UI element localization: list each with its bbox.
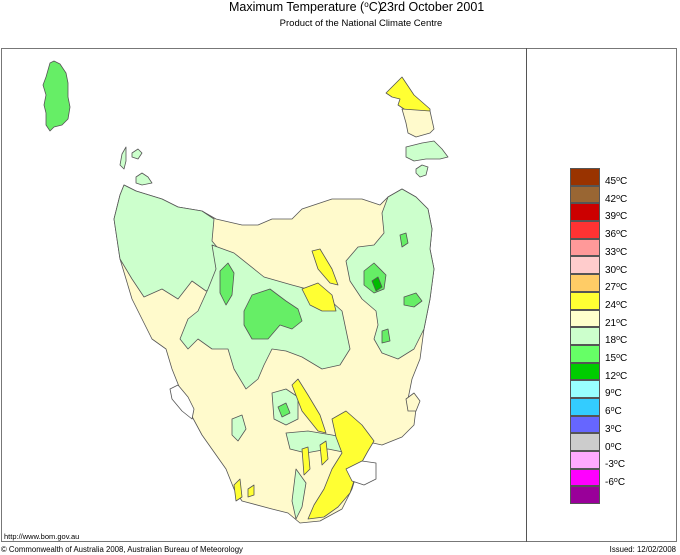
flinders-island-south (401, 108, 435, 138)
legend-swatch (570, 380, 600, 398)
map-title: Maximum Temperature (oC) 23rd October 20… (0, 0, 680, 16)
central-warm-patch-green (243, 288, 303, 340)
legend-swatch (570, 274, 600, 292)
midlands-warm-zone-1 (301, 282, 337, 312)
legend-label: 30oC (605, 264, 628, 276)
map-frame (1, 48, 677, 542)
temperature-map (42, 60, 449, 524)
south-green-patch (277, 402, 291, 418)
maria-island (405, 392, 421, 412)
south-warm-zone-2 (301, 446, 311, 476)
legend-label: -3oC (605, 459, 626, 471)
three-hummock-island (119, 146, 127, 170)
title-date: 23rd October 2001 (380, 0, 485, 14)
legend-swatch (570, 238, 600, 257)
legend-label: 3oC (605, 423, 622, 435)
legend-label: 27oC (605, 282, 628, 294)
legend-label: 24oC (605, 299, 628, 311)
legend-swatch (570, 309, 600, 328)
legend-divider (526, 48, 527, 542)
derwent-warm-zone (291, 378, 327, 434)
legend-swatch (570, 468, 600, 487)
legend-swatch (570, 185, 600, 204)
legend-label: 39oC (605, 211, 628, 223)
south-warm-zone-4 (247, 484, 255, 498)
east-green-patch-4 (381, 328, 391, 344)
macquarie-harbour (169, 384, 195, 420)
legend-label: 18oC (605, 335, 628, 347)
legend-label: 33oC (605, 246, 628, 258)
south-warm-zone-3 (319, 440, 329, 466)
legend-label: 36oC (605, 229, 628, 241)
legend-label: -6oC (605, 476, 626, 488)
legend-label: 6oC (605, 406, 622, 418)
legend-swatch (570, 344, 600, 363)
south-cool-zone-4 (231, 414, 247, 442)
bom-url-link[interactable]: http://www.bom.gov.au (4, 532, 80, 541)
ben-lomond-dark-green (371, 276, 383, 292)
hunter-island (131, 148, 143, 160)
legend-swatch (570, 451, 600, 469)
south-cool-zone-3 (291, 468, 307, 520)
map-subtitle: Product of the National Climate Centre (279, 18, 443, 29)
title-text: Maximum Temperature (oC) (229, 0, 382, 14)
clarke-island (415, 164, 429, 178)
east-green-patch-3 (399, 232, 409, 248)
legend-label: 45oC (605, 176, 628, 187)
storm-bay (345, 460, 377, 486)
temperature-legend (570, 168, 600, 505)
legend-label: 21oC (605, 317, 628, 329)
legend-swatch (570, 433, 600, 451)
midlands-warm-zone-2 (311, 248, 339, 286)
east-green-patch-2 (403, 292, 423, 308)
legend-swatch (570, 415, 600, 434)
legend-swatch (570, 327, 600, 345)
flinders-island-north (385, 76, 431, 113)
copyright-text: © Commonwealth of Australia 2008, Austra… (1, 545, 243, 554)
legend-swatch (570, 291, 600, 310)
legend-label: 42oC (605, 193, 628, 205)
legend-swatch (570, 486, 600, 505)
king-island (42, 60, 71, 132)
legend-swatch (570, 203, 600, 222)
legend-label: 0oC (605, 441, 622, 453)
cape-barren-island (405, 140, 449, 162)
west-green-patch (219, 262, 235, 306)
legend-swatch (570, 362, 600, 381)
legend-swatch (570, 168, 600, 186)
legend-label: 9oC (605, 388, 622, 400)
southwest-warm-strip (233, 478, 243, 502)
legend-swatch (570, 221, 600, 239)
legend-swatch (570, 256, 600, 275)
issued-date: Issued: 12/02/2008 (609, 545, 676, 554)
legend-swatch (570, 397, 600, 416)
robbins-island (135, 172, 153, 186)
east-cool-zone (345, 188, 435, 360)
south-east-warm-zone (307, 410, 375, 520)
legend-label: 15oC (605, 353, 628, 364)
legend-label: 12oC (605, 370, 628, 382)
